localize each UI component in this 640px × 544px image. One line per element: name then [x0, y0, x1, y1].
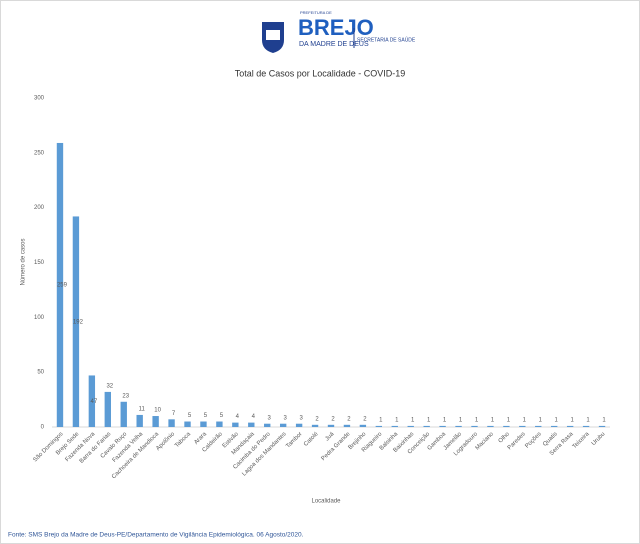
data-label: 259: [57, 283, 68, 289]
bar: [152, 416, 159, 427]
data-label: 11: [139, 407, 146, 413]
bar: [439, 425, 446, 427]
bar: [471, 425, 478, 427]
logo-text: DA MADRE DE DEUS: [299, 41, 369, 48]
data-label: 1: [395, 417, 399, 423]
bar: [56, 142, 64, 428]
data-label: 4: [236, 414, 240, 420]
data-label: 1: [411, 417, 415, 423]
bar: [519, 425, 526, 427]
data-label: 1: [491, 417, 495, 423]
y-tick-label: 250: [34, 150, 45, 156]
y-tick-label: 0: [41, 425, 45, 431]
data-label: 2: [363, 416, 367, 422]
data-label: 1: [507, 417, 511, 423]
data-label: 1: [602, 417, 606, 423]
y-tick-label: 100: [34, 315, 45, 321]
data-label: 1: [459, 417, 463, 423]
data-label: 1: [443, 417, 447, 423]
y-tick-label: 150: [34, 260, 45, 266]
bar: [136, 414, 143, 427]
data-label: 2: [347, 416, 351, 422]
logo-text: PREFEITURA DE: [300, 10, 332, 15]
bar: [264, 423, 271, 427]
data-label: 5: [188, 413, 192, 419]
bar: [487, 425, 494, 427]
bar: [503, 425, 510, 427]
bar: [120, 401, 127, 427]
bar: [216, 421, 223, 427]
y-tick-label: 50: [37, 370, 44, 376]
bar: [295, 423, 303, 427]
bar: [248, 422, 255, 427]
bar: [279, 423, 287, 427]
bar: [551, 425, 558, 427]
data-label: 23: [122, 393, 129, 399]
data-label: 1: [570, 417, 574, 423]
bar: [359, 424, 367, 427]
y-tick-label: 300: [34, 96, 45, 102]
logo-emblem: [266, 30, 280, 40]
data-label: 3: [299, 415, 303, 421]
data-label: 1: [586, 417, 590, 423]
chart-title: Total de Casos por Localidade - COVID-19: [235, 68, 406, 78]
x-tick-label: Juá: [324, 431, 336, 443]
data-label: 5: [220, 413, 224, 419]
bar: [72, 216, 80, 427]
bar: [407, 425, 414, 427]
logo: PREFEITURA DE BREJO DA MADRE DE DEUS SEC…: [262, 10, 416, 53]
data-label: 2: [331, 416, 335, 422]
bar: [168, 419, 175, 427]
data-label: 32: [106, 383, 113, 389]
bar: [566, 425, 574, 427]
bar: [104, 391, 111, 427]
bar: [327, 424, 335, 427]
y-axis-title: Número de casos: [21, 238, 27, 285]
bar: [582, 425, 590, 427]
logo-title: BREJO: [298, 15, 374, 40]
data-label: 4: [252, 414, 256, 420]
bar: [232, 422, 239, 427]
bar: [455, 425, 462, 427]
y-tick-label: 200: [34, 205, 45, 211]
data-label: 1: [539, 417, 543, 423]
x-axis-title: Localidade: [311, 499, 341, 505]
bar: [200, 421, 207, 427]
bar: [535, 425, 542, 427]
bar: [423, 425, 430, 427]
data-label: 192: [73, 319, 84, 325]
data-label: 3: [283, 415, 287, 421]
data-label: 10: [154, 408, 161, 414]
data-label: 3: [268, 415, 272, 421]
bar: [375, 425, 383, 427]
data-label: 2: [315, 416, 319, 422]
data-label: 7: [172, 411, 176, 417]
data-label: 1: [475, 417, 479, 423]
data-label: 47: [91, 399, 98, 405]
bar: [311, 424, 319, 427]
data-label: 1: [379, 417, 383, 423]
logo-text: SECRETARIA DE SAÚDE: [357, 36, 416, 43]
data-label: 1: [555, 417, 559, 423]
data-label: 1: [523, 417, 527, 423]
data-label: 1: [427, 417, 431, 423]
bar: [88, 375, 96, 427]
bar: [184, 421, 191, 427]
bar: [598, 425, 606, 427]
data-label: 5: [204, 413, 208, 419]
source-note: Fonte: SMS Brejo da Madre de Deus-PE/Dep…: [8, 532, 304, 539]
bar: [343, 424, 351, 427]
bar: [391, 425, 398, 427]
